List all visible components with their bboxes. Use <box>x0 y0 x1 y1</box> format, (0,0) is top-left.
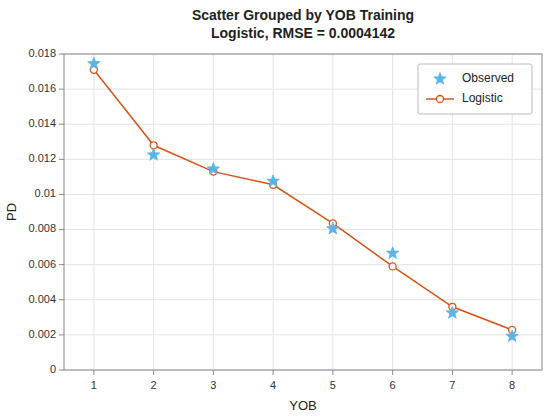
legend-label: Observed <box>462 71 514 85</box>
tick-mark <box>59 124 64 125</box>
tick-label: 0.006 <box>28 258 56 270</box>
tick-mark <box>512 370 513 375</box>
grid-line <box>392 54 393 370</box>
data-point <box>88 57 100 69</box>
plot-area <box>64 54 542 370</box>
tick-label: 0.008 <box>28 222 56 234</box>
tick-label: 0.016 <box>28 82 56 94</box>
tick-mark <box>59 54 64 55</box>
grid <box>64 54 542 370</box>
tick-mark <box>59 370 64 371</box>
chart: 0 0.002 0.004 0.006 0.008 0.01 0.012 0.014 0.016… <box>0 0 560 420</box>
y-axis-label: PD <box>4 203 19 221</box>
tick-mark <box>59 229 64 230</box>
data-point <box>506 330 518 342</box>
tick-label: 2 <box>151 379 157 391</box>
tick-label: 6 <box>390 379 396 391</box>
legend-label: Logistic <box>462 91 503 105</box>
tick-label: 8 <box>509 379 515 391</box>
grid-line <box>332 54 333 370</box>
data-point <box>327 222 339 234</box>
legend-marker <box>434 73 446 85</box>
tick-mark <box>59 334 64 335</box>
tick-label: 0.002 <box>28 328 56 340</box>
grid-line <box>153 54 154 370</box>
tick-mark <box>59 264 64 265</box>
title-line: Logistic, RMSE = 0.0004142 <box>211 25 395 41</box>
tick-label: 0.014 <box>28 117 56 129</box>
grid-line <box>273 54 274 370</box>
tick-label: 3 <box>210 379 216 391</box>
tick-mark <box>392 370 393 375</box>
x-axis-label: YOB <box>289 398 316 413</box>
grid-line <box>64 124 542 125</box>
axes: 0 0.002 0.004 0.006 0.008 0.01 0.012 0.014 0.016… <box>28 47 515 391</box>
data-point <box>389 263 396 270</box>
tick-mark <box>213 370 214 375</box>
grid-line <box>213 54 214 370</box>
tick-label: 0.012 <box>28 152 56 164</box>
tick-mark <box>153 370 154 375</box>
legend-marker <box>436 96 443 103</box>
data-point <box>386 247 398 259</box>
grid-line <box>64 194 542 195</box>
legend-box <box>418 64 532 114</box>
title-line: Scatter Grouped by YOB Training <box>192 7 414 23</box>
title: Scatter Grouped by YOB Training Logistic,… <box>192 7 414 41</box>
grid-line <box>64 229 542 230</box>
data-point <box>267 175 279 187</box>
tick-label: 5 <box>330 379 336 391</box>
grid-line <box>93 54 94 370</box>
tick-label: 0.018 <box>28 47 56 59</box>
tick-mark <box>59 89 64 90</box>
legend: Observed Logistic <box>418 64 532 114</box>
grid-line <box>64 264 542 265</box>
tick-label: 1 <box>91 379 97 391</box>
plot-frame <box>64 54 542 370</box>
tick-label: 0.004 <box>28 293 56 305</box>
data-point <box>446 306 458 318</box>
data-point <box>207 162 219 174</box>
tick-label: 0 <box>50 363 56 375</box>
tick-label: 0.01 <box>35 187 56 199</box>
tick-label: 7 <box>449 379 455 391</box>
tick-mark <box>452 370 453 375</box>
tick-mark <box>59 194 64 195</box>
tick-mark <box>332 370 333 375</box>
tick-mark <box>59 159 64 160</box>
data-point <box>147 148 159 160</box>
tick-mark <box>59 299 64 300</box>
grid-line <box>64 299 542 300</box>
grid-line <box>64 334 542 335</box>
tick-label: 4 <box>270 379 276 391</box>
grid-line <box>64 159 542 160</box>
tick-mark <box>93 370 94 375</box>
tick-mark <box>273 370 274 375</box>
